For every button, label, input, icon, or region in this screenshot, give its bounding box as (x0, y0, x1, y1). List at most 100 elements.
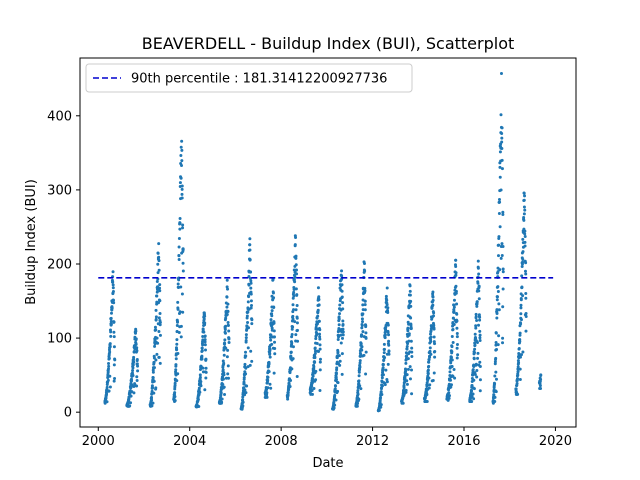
data-point (173, 395, 177, 399)
data-point (516, 377, 520, 381)
data-point (225, 305, 229, 309)
data-point (523, 240, 527, 244)
data-point (155, 279, 159, 283)
data-point (155, 336, 159, 340)
data-point (312, 367, 316, 371)
data-point (105, 400, 109, 404)
data-point (244, 338, 248, 342)
data-point (361, 312, 365, 316)
data-point (404, 361, 408, 365)
data-point (318, 347, 322, 351)
data-point (247, 283, 251, 287)
data-point (358, 368, 362, 372)
data-point (156, 271, 160, 275)
data-point (313, 360, 317, 364)
data-point (241, 404, 245, 408)
data-point (500, 126, 504, 130)
data-point (203, 321, 207, 325)
data-point (310, 384, 314, 388)
data-point (449, 355, 453, 359)
data-point (198, 373, 202, 377)
data-point (476, 351, 480, 355)
data-point (250, 303, 253, 307)
data-point (222, 385, 226, 389)
data-point (295, 304, 299, 308)
data-point (478, 339, 482, 343)
data-point (431, 298, 435, 302)
data-point (294, 308, 298, 312)
data-point (341, 323, 345, 326)
data-point (293, 243, 297, 247)
data-point (175, 379, 179, 383)
data-point (197, 404, 201, 408)
data-point (523, 269, 527, 273)
data-point (471, 392, 475, 396)
data-point (158, 283, 162, 287)
data-point (501, 267, 505, 271)
points-layer (103, 72, 543, 413)
data-point (112, 335, 116, 339)
data-point (500, 136, 504, 140)
data-point (246, 310, 250, 314)
data-point (313, 351, 317, 355)
data-point (111, 283, 115, 287)
data-point (176, 282, 180, 286)
data-point (471, 368, 475, 372)
data-point (498, 165, 502, 169)
data-point (474, 326, 478, 330)
data-point (223, 338, 227, 342)
data-point (177, 330, 181, 334)
data-point (432, 311, 436, 315)
data-point (315, 332, 319, 336)
data-point (226, 309, 230, 313)
data-point (317, 303, 321, 307)
x-tick-label: 2008 (265, 434, 298, 449)
data-point (498, 225, 502, 229)
data-point (454, 265, 458, 269)
data-point (379, 405, 383, 409)
data-point (517, 352, 521, 356)
data-point (427, 358, 431, 362)
data-point (429, 335, 433, 339)
data-point (292, 290, 296, 294)
data-point (181, 261, 185, 265)
data-point (500, 253, 504, 257)
data-point (249, 270, 253, 274)
data-point (497, 308, 501, 312)
data-point (387, 333, 391, 337)
data-point (334, 375, 338, 379)
data-point (454, 273, 458, 277)
data-point (337, 323, 341, 327)
data-point (338, 312, 342, 316)
data-point (227, 329, 231, 333)
data-point (360, 317, 364, 321)
data-point (497, 243, 501, 247)
data-point (380, 392, 384, 396)
data-point (204, 376, 208, 380)
data-point (226, 324, 230, 328)
data-point (340, 289, 344, 293)
data-point (364, 323, 368, 327)
data-point (249, 292, 253, 296)
data-point (474, 336, 478, 340)
data-point (520, 353, 523, 357)
data-point (501, 212, 505, 216)
data-point (360, 323, 364, 327)
data-point (410, 346, 414, 350)
data-point (318, 360, 322, 364)
data-point (524, 292, 528, 296)
data-point (181, 310, 185, 314)
data-point (105, 385, 109, 389)
data-point (202, 330, 206, 334)
data-point (241, 398, 245, 402)
data-point (177, 254, 181, 258)
data-point (243, 388, 247, 392)
data-point (385, 286, 389, 290)
data-point (268, 355, 272, 359)
y-tick-label: 0 (64, 406, 72, 421)
data-point (224, 376, 228, 380)
x-tick-label: 2012 (356, 434, 389, 449)
data-point (355, 404, 359, 408)
data-point (203, 334, 207, 338)
data-point (475, 318, 479, 322)
